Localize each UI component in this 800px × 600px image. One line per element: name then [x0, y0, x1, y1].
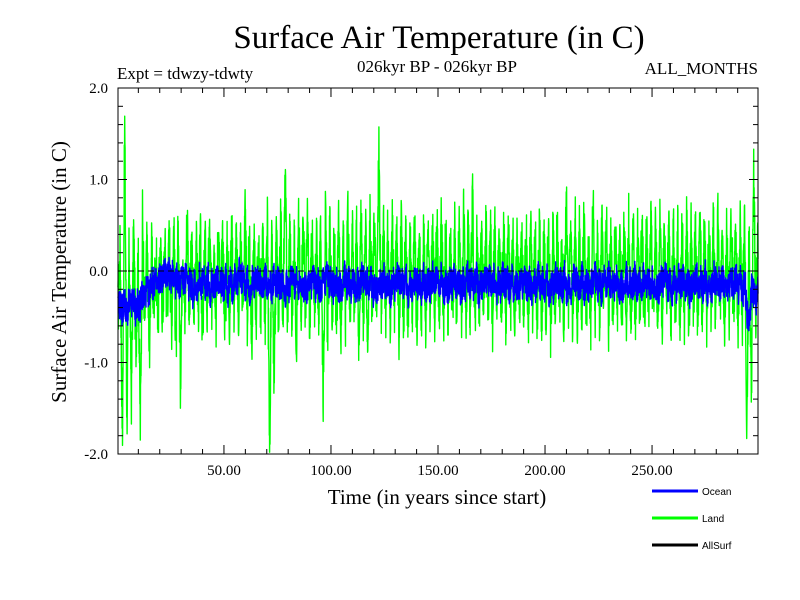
legend: Ocean Land AllSurf — [652, 487, 732, 552]
x-tick-label: 250.00 — [631, 463, 672, 479]
x-axis-label: Time (in years since start) — [328, 485, 547, 509]
plot-series — [117, 115, 759, 453]
y-axis-label: Surface Air Temperature (in C) — [47, 141, 71, 403]
y-tick-label: 2.0 — [89, 81, 108, 97]
x-tick-label: 200.00 — [524, 463, 565, 479]
y-tick-label: -1.0 — [84, 356, 108, 372]
months-label: ALL_MONTHS — [645, 59, 758, 78]
experiment-label: Expt = tdwzy-tdwty — [117, 64, 254, 83]
y-tick-label: -2.0 — [84, 447, 108, 463]
land-legend-label: Land — [702, 514, 724, 525]
chart-title: Surface Air Temperature (in C) — [233, 20, 644, 56]
x-tick-label: 50.00 — [207, 463, 241, 479]
y-tick-label: 0.0 — [89, 264, 108, 280]
x-tick-label: 100.00 — [310, 463, 351, 479]
x-tick-label: 150.00 — [417, 463, 458, 479]
land-series-line — [117, 115, 759, 453]
period-label: 026kyr BP - 026kyr BP — [357, 57, 517, 76]
ocean-legend-label: Ocean — [702, 487, 731, 498]
allsurf-legend-label: AllSurf — [702, 541, 732, 552]
ocean-series-line — [117, 256, 759, 332]
axis-ticks: 50.00 100.00 150.00 200.00 250.00 -2.0 -1.0 0.0… — [84, 81, 758, 479]
y-tick-label: 1.0 — [89, 173, 108, 189]
